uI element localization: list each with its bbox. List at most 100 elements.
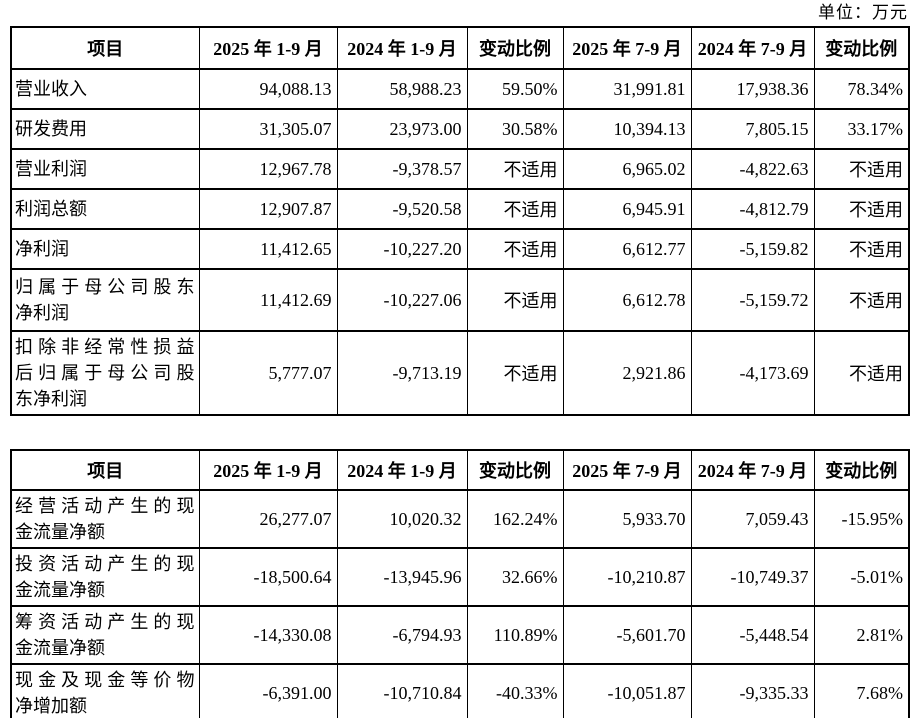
value-cell: -10,227.06 <box>336 268 468 332</box>
label-line: 净利润 <box>15 303 69 323</box>
cashflow-summary-table: 项目 2025 年 1-9 月 2024 年 1-9 月变动比例 2025 年 7-9… <box>10 449 910 718</box>
value-cell: 6,965.02 <box>562 148 692 190</box>
value-cell: 6,945.91 <box>562 188 692 230</box>
value-cell: -14,330.08 <box>198 605 338 665</box>
header-cell: 项目 <box>10 449 200 491</box>
value-cell: 7,805.15 <box>690 108 815 150</box>
table-row: 净利润 11,412.65 -10,227.20 不适用 6,612.77 -5,159.… <box>10 228 910 270</box>
unit-label: 单位：万元 <box>818 3 908 22</box>
header-cell: 2024 年 7-9 月 <box>690 449 815 491</box>
value-cell: -40.33% <box>466 663 564 718</box>
value-cell: 不适用 <box>466 268 564 332</box>
row-label-cell: 研发费用 <box>10 108 200 150</box>
header-cell: 2025 年 1-9 月 <box>198 26 338 70</box>
table-row: 筹资活动产生的现 金流量净额 -14,330.08 -6,794.93 110.89% -… <box>10 605 910 665</box>
value-cell: 58,988.23 <box>336 68 468 110</box>
row-label-cell: 经营活动产生的现 金流量净额 <box>10 489 200 549</box>
header-cell: 变动比例 <box>813 449 910 491</box>
row-label-cell: 归属于母公司股东 净利润 <box>10 268 200 332</box>
table-row: 利润总额 12,907.87 -9,520.58 不适用 6,945.91 -4,812.… <box>10 188 910 230</box>
header-row: 项目 2025 年 1-9 月 2024 年 1-9 月变动比例 2025 年 7-9… <box>10 26 910 70</box>
value-cell: -9,378.57 <box>336 148 468 190</box>
value-cell: -10,051.87 <box>562 663 692 718</box>
label-line: 净利润 <box>15 239 69 259</box>
row-label-cell: 筹资活动产生的现 金流量净额 <box>10 605 200 665</box>
value-cell: 78.34% <box>813 68 910 110</box>
value-cell: -9,713.19 <box>336 330 468 416</box>
value-cell: 11,412.69 <box>198 268 338 332</box>
value-cell: -5,159.72 <box>690 268 815 332</box>
label-line: 投资活动产生的现 <box>15 554 195 574</box>
value-cell: 23,973.00 <box>336 108 468 150</box>
value-cell: -9,335.33 <box>690 663 815 718</box>
value-cell: 6,612.78 <box>562 268 692 332</box>
label-line: 现金及现金等价物 <box>15 670 195 690</box>
header-cell: 变动比例 <box>466 449 564 491</box>
value-cell: 17,938.36 <box>690 68 815 110</box>
value-cell: -6,794.93 <box>336 605 468 665</box>
table-row: 经营活动产生的现 金流量净额 26,277.07 10,020.32 162.24% 5,… <box>10 489 910 549</box>
header-cell: 2025 年 1-9 月 <box>198 449 338 491</box>
label-line: 筹资活动产生的现 <box>15 612 195 632</box>
value-cell: 不适用 <box>813 148 910 190</box>
label-line: 后归属于母公司股 <box>15 363 195 383</box>
label-line: 营业收入 <box>15 79 87 99</box>
value-cell: 6,612.77 <box>562 228 692 270</box>
header-row: 项目 2025 年 1-9 月 2024 年 1-9 月变动比例 2025 年 7-9… <box>10 449 910 491</box>
table-row: 营业收入 94,088.13 58,988.23 59.50% 31,991.81 17,… <box>10 68 910 110</box>
label-line: 金流量净额 <box>15 638 105 658</box>
label-line: 净增加额 <box>15 696 87 716</box>
table-row: 归属于母公司股东 净利润 11,412.69 -10,227.06 不适用 6,612.7… <box>10 268 910 332</box>
value-cell: 不适用 <box>813 228 910 270</box>
label-line: 归属于母公司股东 <box>15 277 195 297</box>
value-cell: 110.89% <box>466 605 564 665</box>
label-line: 扣除非经常性损益 <box>15 337 195 357</box>
header-cell: 2024 年 1-9 月 <box>336 449 468 491</box>
value-cell: 2,921.86 <box>562 330 692 416</box>
value-cell: 5,777.07 <box>198 330 338 416</box>
value-cell: 12,907.87 <box>198 188 338 230</box>
value-cell: 59.50% <box>466 68 564 110</box>
value-cell: -15.95% <box>813 489 910 549</box>
label-line: 金流量净额 <box>15 522 105 542</box>
header-cell: 2025 年 7-9 月 <box>562 26 692 70</box>
label-line: 研发费用 <box>15 119 87 139</box>
row-label-cell: 扣除非经常性损益 后归属于母公司股 东净利润 <box>10 330 200 416</box>
row-label-cell: 净利润 <box>10 228 200 270</box>
value-cell: 不适用 <box>466 148 564 190</box>
value-cell: 不适用 <box>813 188 910 230</box>
value-cell: 7,059.43 <box>690 489 815 549</box>
value-cell: -10,210.87 <box>562 547 692 607</box>
value-cell: 不适用 <box>813 330 910 416</box>
value-cell: 31,991.81 <box>562 68 692 110</box>
value-cell: 2.81% <box>813 605 910 665</box>
value-cell: 不适用 <box>466 188 564 230</box>
row-label-cell: 营业利润 <box>10 148 200 190</box>
value-cell: -4,822.63 <box>690 148 815 190</box>
value-cell: 12,967.78 <box>198 148 338 190</box>
row-label-cell: 营业收入 <box>10 68 200 110</box>
table-row: 营业利润 12,967.78 -9,378.57 不适用 6,965.02 -4,822.… <box>10 148 910 190</box>
header-cell: 变动比例 <box>466 26 564 70</box>
label-line: 东净利润 <box>15 389 87 409</box>
header-cell: 2024 年 7-9 月 <box>690 26 815 70</box>
value-cell: 30.58% <box>466 108 564 150</box>
value-cell: 不适用 <box>813 268 910 332</box>
table-row: 现金及现金等价物 净增加额 -6,391.00 -10,710.84 -40.33% -1… <box>10 663 910 718</box>
value-cell: -6,391.00 <box>198 663 338 718</box>
value-cell: 94,088.13 <box>198 68 338 110</box>
row-label-cell: 利润总额 <box>10 188 200 230</box>
value-cell: 5,933.70 <box>562 489 692 549</box>
table-row: 扣除非经常性损益 后归属于母公司股 东净利润 5,777.07 -9,713.19 不适用… <box>10 330 910 416</box>
value-cell: -4,812.79 <box>690 188 815 230</box>
header-cell: 2025 年 7-9 月 <box>562 449 692 491</box>
value-cell: 26,277.07 <box>198 489 338 549</box>
value-cell: -13,945.96 <box>336 547 468 607</box>
value-cell: -10,227.20 <box>336 228 468 270</box>
value-cell: 7.68% <box>813 663 910 718</box>
label-line: 利润总额 <box>15 199 87 219</box>
value-cell: 10,020.32 <box>336 489 468 549</box>
value-cell: 不适用 <box>466 330 564 416</box>
row-label-cell: 投资活动产生的现 金流量净额 <box>10 547 200 607</box>
